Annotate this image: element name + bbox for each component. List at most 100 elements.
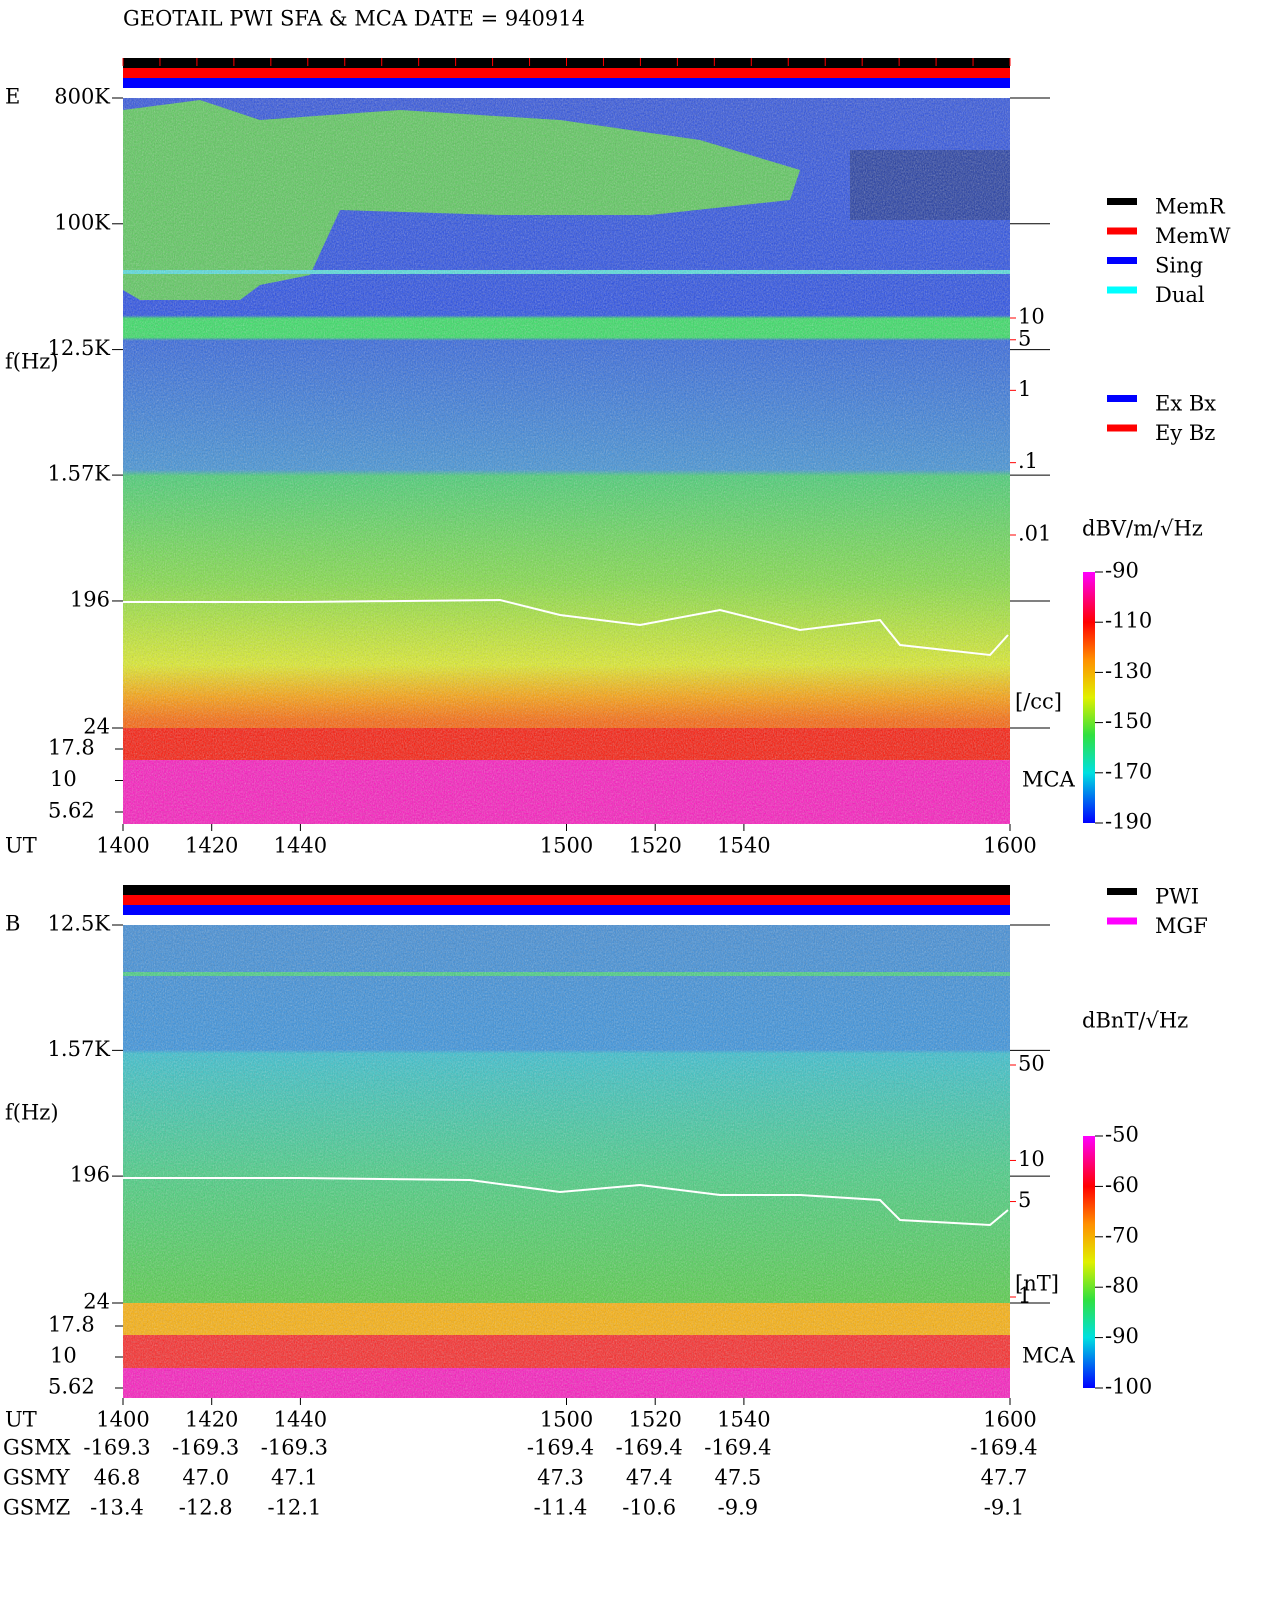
mode-bar [123,78,1010,88]
mode-bar [123,68,1010,78]
colorbar-tick-label: -80 [1105,1274,1139,1298]
noise [123,925,1010,1398]
density-tick-label: 1 [1018,1284,1031,1308]
orbit-value: -12.1 [267,1496,321,1520]
x-tick-label: 1440 [274,1408,327,1432]
x-tick-label: 1520 [628,1408,681,1432]
density-unit: [nT] [1015,1272,1059,1296]
colorbar-tick-label: -150 [1105,709,1152,733]
y-tick-label: 24 [83,1290,110,1314]
orbit-value: 47.3 [537,1466,584,1490]
legend-swatch [1107,227,1137,235]
x-tick-label: 1420 [185,1408,238,1432]
orbit-value: -9.1 [984,1496,1025,1520]
density-tick-label: 1 [1018,377,1031,401]
density-unit: [/cc] [1015,690,1062,714]
orbit-row-label: GSMY [3,1466,71,1490]
noise [123,98,1010,824]
colorbar [1083,572,1095,823]
trace [123,1177,1009,1227]
mca-label: MCA [1022,768,1076,792]
legend-swatch [1107,286,1137,294]
legend-label: Dual [1155,283,1205,307]
density-tick-label: 5 [1018,1188,1031,1212]
colorbar-tick-label: -60 [1105,1173,1139,1197]
mode-bar [123,885,1010,895]
panel-label: E [5,85,20,109]
density-tick-label: 50 [1018,1052,1045,1076]
mca-tick-label: 10 [50,767,77,791]
orbit-value: -169.4 [616,1436,683,1460]
trace [123,598,1009,657]
mca-tick-label: 17.8 [48,736,95,760]
orbit-value: 47.5 [715,1466,762,1490]
mca-tick-label: 10 [50,1344,77,1368]
y-tick-label: 1.57K [48,1037,111,1061]
y-tick-label: 100K [54,210,110,234]
density-tick-label: 10 [1018,305,1045,329]
orbit-value: -169.3 [83,1436,150,1460]
orbit-value: -9.9 [718,1496,759,1520]
legend-label: Ex Bx [1155,392,1216,416]
colorbar-label: dBnT/√Hz [1082,1009,1188,1033]
density-tick-label: .1 [1018,449,1038,473]
x-axis-label: UT [5,834,37,858]
legend-swatch [1107,424,1137,432]
x-tick-label: 1500 [540,834,593,858]
colorbar-tick-label: -190 [1105,810,1152,834]
y-tick-label: 24 [83,715,110,739]
mode-bar [123,905,1010,915]
legend-label: Ey Bz [1155,421,1215,445]
legend-label: MemR [1155,195,1226,219]
orbit-value: -10.6 [622,1496,676,1520]
orbit-row-label: GSMZ [3,1496,70,1520]
y-tick-label: 1.57K [48,462,111,486]
x-tick-label: 1420 [185,834,238,858]
title: GEOTAIL PWI SFA & MCA DATE = 940914 [123,7,585,31]
colorbar-tick-label: -90 [1105,559,1139,583]
orbit-value: 47.0 [182,1466,229,1490]
x-axis-label: UT [5,1408,37,1432]
legend-swatch [1107,395,1137,402]
y-tick-label: 196 [70,587,110,611]
orbit-value: -13.4 [90,1496,144,1520]
colorbar-tick-label: -70 [1105,1223,1139,1247]
legend-swatch [1107,917,1137,925]
x-tick-label: 1440 [274,834,327,858]
colorbar-tick-label: -110 [1105,609,1152,633]
colorbar-tick-label: -130 [1105,659,1152,683]
orbit-value: 47.1 [271,1466,318,1490]
orbit-value: -169.3 [261,1436,328,1460]
x-tick-label: 1540 [717,834,770,858]
x-tick-label: 1400 [96,834,149,858]
orbit-value: -11.4 [534,1496,588,1520]
density-tick-label: .01 [1018,522,1051,546]
mca-tick-label: 5.62 [48,799,95,823]
orbit-row-label: GSMX [3,1436,71,1460]
y-axis-label: f(Hz) [5,1101,59,1125]
x-tick-label: 1600 [983,834,1036,858]
legend-label: MemW [1155,224,1231,248]
mode-bar [123,895,1010,905]
legend-label: MGF [1155,914,1208,938]
colorbar-tick-label: -170 [1105,759,1152,783]
orbit-value: -12.8 [179,1496,233,1520]
y-axis-label: f(Hz) [5,350,59,374]
mca-tick-label: 5.62 [48,1375,95,1399]
colorbar-tick-label: -100 [1105,1375,1152,1399]
y-tick-label: 800K [54,85,110,109]
density-tick-label: 5 [1018,326,1031,350]
y-tick-label: 196 [70,1163,110,1187]
mca-tick-label: 17.8 [48,1313,95,1337]
x-tick-label: 1520 [628,834,681,858]
orbit-value: -169.4 [704,1436,771,1460]
mca-label: MCA [1022,1344,1076,1368]
legend-swatch [1107,888,1137,895]
orbit-value: 47.7 [981,1466,1028,1490]
x-tick-label: 1540 [717,1408,770,1432]
legend-label: PWI [1155,885,1199,909]
legend-label: Sing [1155,254,1203,278]
y-tick-label: 12.5K [48,912,111,936]
